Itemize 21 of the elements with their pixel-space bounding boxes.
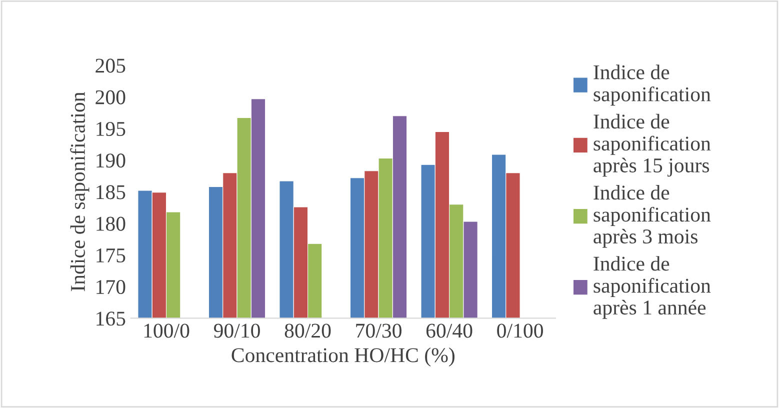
x-tick-label: 80/20 bbox=[284, 324, 331, 338]
y-axis-title: Indice de saponification bbox=[70, 92, 90, 292]
y-tick-label: 190 bbox=[96, 154, 126, 168]
y-tick-label: 165 bbox=[96, 312, 126, 326]
legend-label: Indice de saponification bbox=[594, 64, 711, 106]
y-tick-label: 185 bbox=[96, 185, 126, 200]
y-tick-label: 205 bbox=[96, 58, 126, 73]
legend-label: Indice de saponification après 1 année bbox=[594, 256, 711, 319]
legend-label: Indice de saponification après 15 jours bbox=[594, 114, 711, 177]
y-tick-label: 175 bbox=[96, 248, 126, 262]
x-tick-label: 0/100 bbox=[497, 324, 543, 338]
y-tick-label: 195 bbox=[96, 122, 126, 136]
x-tick-label: 70/30 bbox=[356, 324, 402, 338]
y-tick-label: 180 bbox=[96, 216, 126, 231]
x-axis-title: Concentration HO/HC (%) bbox=[232, 348, 454, 366]
x-tick-label: 60/40 bbox=[426, 324, 472, 338]
legend-label: Indice de saponification après 3 mois bbox=[594, 185, 711, 248]
y-tick-label: 170 bbox=[96, 280, 126, 294]
x-tick-label: 100/0 bbox=[144, 324, 190, 338]
y-tick-label: 200 bbox=[96, 90, 126, 104]
x-tick-label: 90/10 bbox=[214, 324, 260, 338]
